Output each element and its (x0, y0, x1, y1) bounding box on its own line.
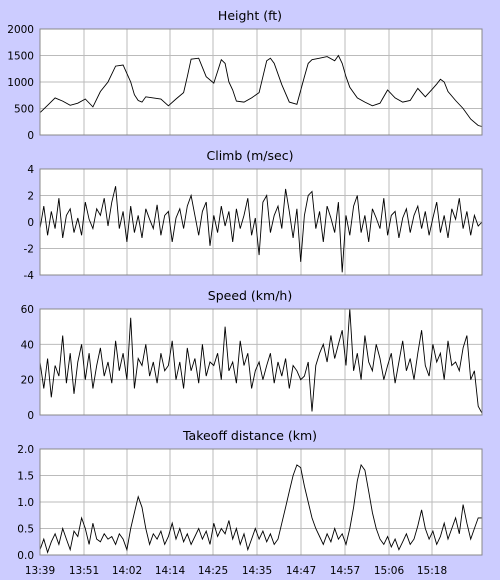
takeoff-distance-km-ytick-label: 0.5 (17, 524, 34, 536)
speed-km-h-plot-frame (39, 308, 483, 416)
height-ft-chart: Height (ft) 0 500 1000 1500 2000 (7, 8, 483, 142)
speed-km-h-ytick-label: 20 (21, 375, 34, 387)
height-ft-ytick-label: 1500 (7, 51, 34, 63)
speed-km-h-ytick-label: 40 (21, 339, 34, 351)
takeoff-distance-km-series-line (39, 463, 482, 554)
xtick-label: 13:39 (25, 565, 55, 577)
height-ft-ytick-label: 0 (27, 130, 34, 142)
takeoff-distance-km-ytick-label: 1.0 (17, 497, 34, 509)
xtick-label: 14:35 (242, 565, 272, 577)
takeoff-distance-km-ytick-label: 0.0 (17, 550, 34, 562)
takeoff-distance-km-ytick-label: 1.5 (17, 471, 34, 483)
climb-m-sec-plot-frame (39, 168, 483, 276)
climb-m-sec-chart: Climb (m/sec) -4 -2 0 2 4 (24, 148, 483, 282)
climb-m-sec-ytick-label: 0 (27, 217, 34, 229)
xtick-label: 14:02 (112, 565, 142, 577)
xtick-label: 15:18 (417, 565, 447, 577)
climb-m-sec-title: Climb (m/sec) (207, 148, 294, 163)
climb-m-sec-ytick-label: -2 (24, 244, 34, 256)
xtick-label: 15:06 (374, 565, 405, 577)
xtick-label: 14:57 (330, 565, 360, 577)
height-ft-ytick-label: 1000 (7, 77, 34, 89)
height-ft-plot-frame (39, 28, 483, 136)
speed-km-h-chart: Speed (km/h) 0 20 40 60 (21, 288, 483, 422)
speed-km-h-title: Speed (km/h) (208, 288, 292, 303)
takeoff-distance-km-plot-frame (39, 448, 483, 556)
speed-km-h-ytick-label: 0 (27, 410, 34, 422)
takeoff-distance-km-chart: Takeoff distance (km) 0.0 0.5 1.0 1.5 2.0 (17, 428, 483, 562)
xtick-label: 13:51 (69, 565, 99, 577)
height-ft-ytick-label: 500 (14, 104, 34, 116)
height-ft-ytick-label: 2000 (7, 24, 34, 36)
climb-m-sec-ytick-label: 4 (27, 164, 34, 176)
height-ft-title: Height (ft) (218, 8, 282, 23)
takeoff-distance-km-title: Takeoff distance (km) (182, 428, 317, 443)
speed-km-h-plot-area (40, 309, 482, 415)
xtick-label: 14:14 (155, 565, 186, 577)
climb-m-sec-ytick-label: 2 (27, 191, 34, 203)
climb-m-sec-series-line (39, 186, 483, 273)
xtick-label: 14:47 (286, 565, 316, 577)
speed-km-h-series-line (39, 308, 483, 414)
height-ft-series-line (39, 54, 483, 127)
xtick-label: 14:25 (198, 565, 228, 577)
time-axis: 13:39 13:51 14:02 14:14 14:25 14:35 14:47 14:57… (25, 565, 447, 577)
speed-km-h-ytick-label: 60 (21, 304, 34, 316)
climb-m-sec-ytick-label: -4 (24, 270, 35, 282)
takeoff-distance-km-ytick-label: 2.0 (17, 444, 34, 456)
